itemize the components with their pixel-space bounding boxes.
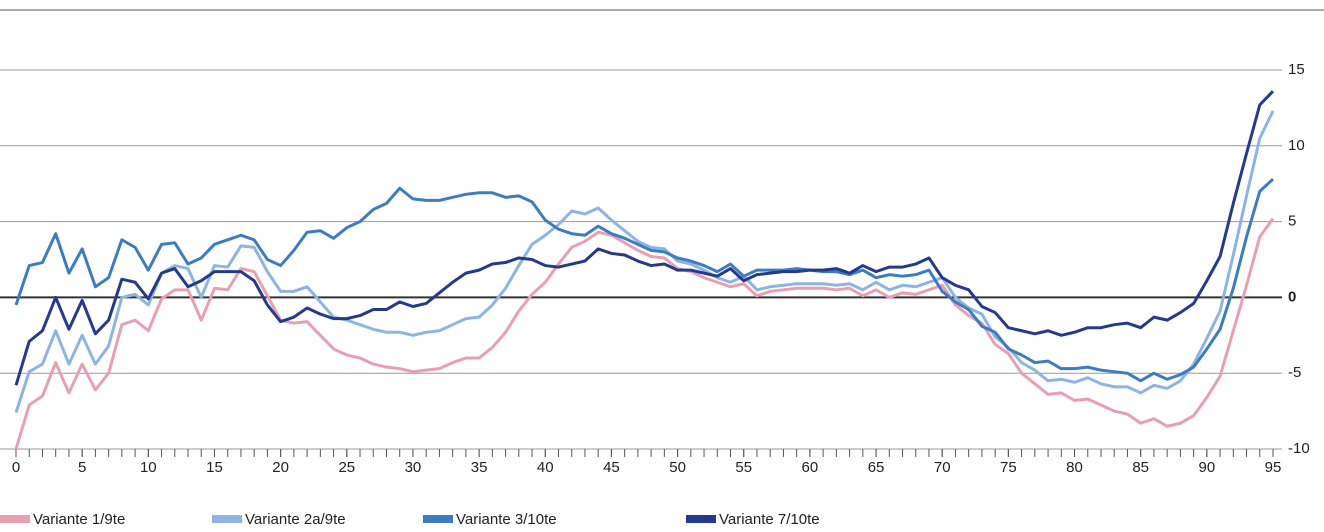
x-tick-label: 0: [12, 459, 20, 476]
legend-swatch: [686, 515, 716, 523]
x-tick-label: 50: [669, 459, 686, 476]
x-tick-label: 25: [338, 459, 355, 476]
y-tick-label: 5: [1288, 213, 1296, 230]
legend-label: Variante 3/10te: [456, 511, 557, 528]
x-tick-label: 80: [1066, 459, 1083, 476]
x-tick-label: 15: [206, 459, 223, 476]
line-series: [14, 90, 1275, 386]
line-series: [14, 217, 1275, 450]
x-tick-label: 60: [802, 459, 819, 476]
y-tick-label: 0: [1288, 288, 1296, 305]
line-series: [14, 178, 1275, 383]
legend-swatch: [0, 515, 30, 523]
x-tick-label: 30: [405, 459, 422, 476]
y-tick-label: -5: [1288, 364, 1301, 381]
legend-swatch: [212, 515, 242, 523]
x-tick-label: 55: [735, 459, 752, 476]
legend-label: Variante 2a/9te: [245, 511, 346, 528]
x-tick-label: 65: [868, 459, 885, 476]
x-tick-label: 35: [471, 459, 488, 476]
x-tick-label: 95: [1265, 459, 1282, 476]
line-series: [14, 110, 1275, 414]
x-tick-label: 85: [1132, 459, 1149, 476]
x-tick-label: 10: [140, 459, 157, 476]
x-tick-label: 40: [537, 459, 554, 476]
x-tick-label: 90: [1198, 459, 1215, 476]
x-tick-label: 5: [78, 459, 86, 476]
legend-swatch: [423, 515, 453, 523]
legend-label: Variante 7/10te: [719, 511, 820, 528]
y-tick-label: 10: [1288, 137, 1305, 154]
x-tick-label: 70: [934, 459, 951, 476]
x-tick-label: 75: [1000, 459, 1017, 476]
x-tick-label: 45: [603, 459, 620, 476]
y-tick-label: -10: [1288, 440, 1310, 457]
x-tick-label: 20: [272, 459, 289, 476]
y-tick-label: 15: [1288, 61, 1305, 78]
legend-label: Variante 1/9te: [33, 511, 125, 528]
